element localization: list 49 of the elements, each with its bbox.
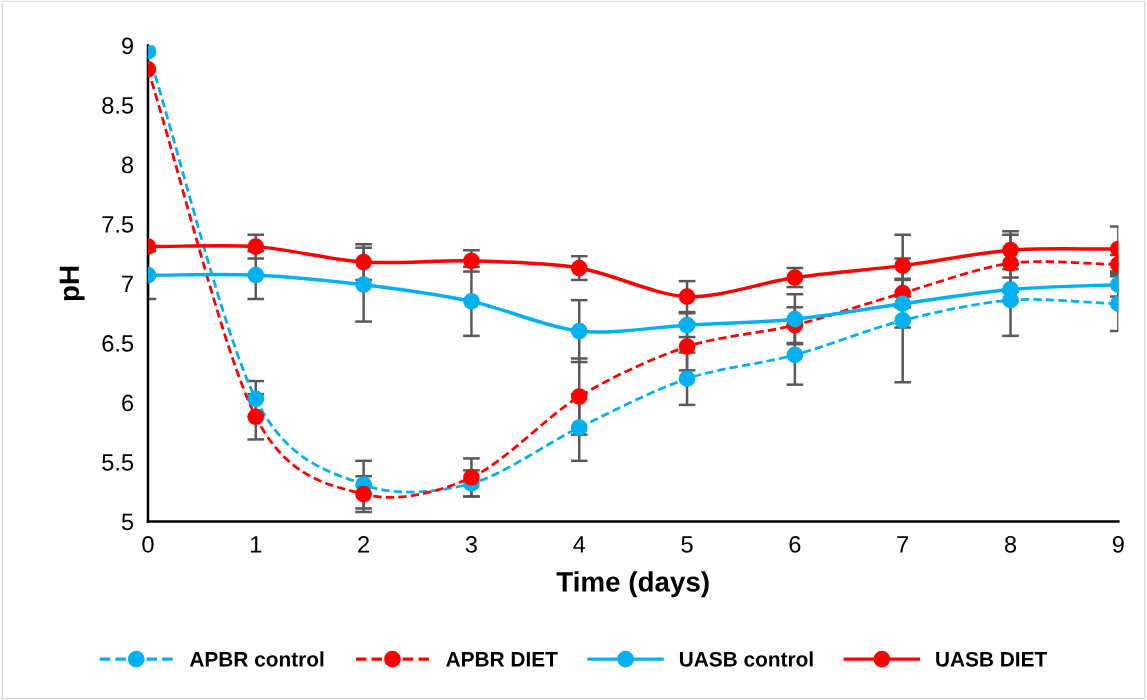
point <box>463 293 480 310</box>
point <box>247 408 265 426</box>
point <box>570 322 588 340</box>
point <box>786 346 804 364</box>
x-tick-label: 6 <box>789 536 801 553</box>
x-tick-label: 4 <box>573 536 586 553</box>
y-tick-label: 9 <box>122 37 133 55</box>
legend-label: APBR control <box>189 651 324 667</box>
y-tick-label: 5.5 <box>102 454 134 471</box>
y-tick-label: 7.5 <box>102 216 134 233</box>
point <box>1002 241 1019 259</box>
point <box>786 310 804 328</box>
point <box>570 419 588 436</box>
point <box>247 390 265 408</box>
point <box>894 312 912 329</box>
point <box>1002 254 1019 272</box>
point <box>355 253 372 271</box>
point <box>678 338 696 355</box>
x-tick-label: 0 <box>142 536 154 553</box>
point <box>678 288 696 305</box>
x-tick-label: 5 <box>681 536 693 553</box>
y-tick-label: 5 <box>121 513 134 531</box>
x-tick-label: 1 <box>251 536 262 553</box>
x-tick-label: 8 <box>1004 536 1017 553</box>
point <box>570 259 588 277</box>
y-tick-label: 7 <box>122 275 133 293</box>
x-tick-label: 7 <box>897 536 909 553</box>
x-tick-label: 2 <box>358 536 369 553</box>
point <box>247 266 265 284</box>
point <box>355 485 372 503</box>
point <box>894 295 912 313</box>
point <box>463 469 480 486</box>
y-tick-label: 6 <box>122 394 134 412</box>
x-tick-label: 3 <box>465 536 477 553</box>
point <box>355 276 372 294</box>
point <box>678 370 696 388</box>
legend-label: UASB control <box>679 651 813 667</box>
legend-label: UASB DIET <box>936 651 1048 667</box>
y-tick-label: 8.5 <box>102 97 134 114</box>
y-tick-label: 8 <box>121 156 134 174</box>
point <box>247 238 265 255</box>
x-tick-label: 9 <box>1112 536 1124 553</box>
point <box>678 316 696 334</box>
legend-label: APBR DIET <box>446 652 558 667</box>
point <box>894 257 912 274</box>
y-axis-title: pH <box>59 266 85 301</box>
x-axis-title: Time (days) <box>556 571 709 598</box>
point <box>570 388 588 405</box>
y-tick-label: 6.5 <box>102 335 134 352</box>
